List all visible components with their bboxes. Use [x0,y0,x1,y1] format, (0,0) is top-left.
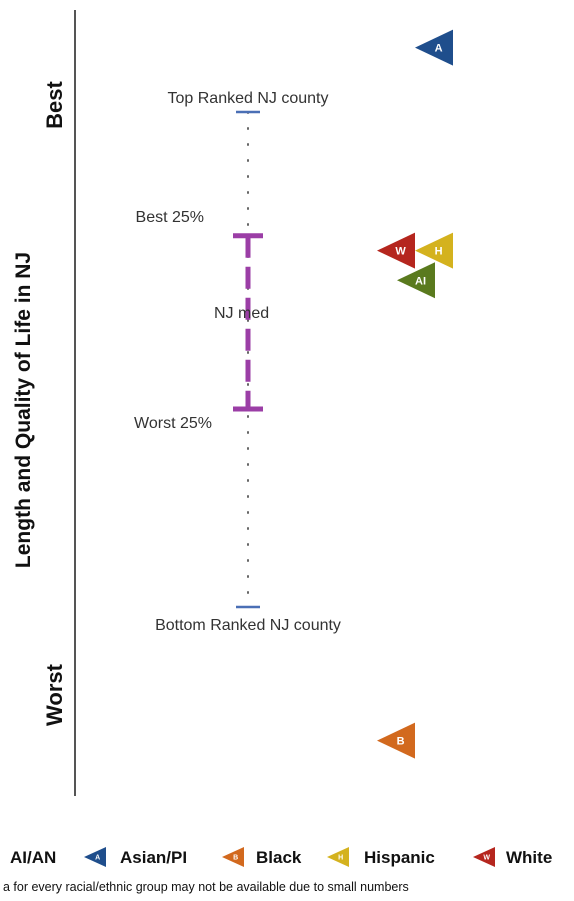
legend-hispanic-marker-shape [327,847,349,867]
median-label: NJ med [214,305,269,322]
marker-white-code: W [395,246,406,258]
best25-label: Best 25% [136,209,204,226]
legend-white: W White [473,847,552,867]
legend-asian-pi: A Asian/PI [84,847,187,867]
y-axis-label: Length and Quality of Life in NJ [12,252,35,568]
marker-asian-pi-shape [415,29,453,66]
marker-hispanic: H [415,232,453,269]
bottom-ranked-label: Bottom Ranked NJ county [155,617,341,634]
marker-ai-an: AI [397,262,435,299]
marker-ai-an-code: AI [415,275,426,287]
marker-asian-pi-code: A [435,43,443,55]
legend-white-marker-code: W [483,855,490,862]
legend-asian-pi-marker-shape [84,847,106,867]
worst25-label: Worst 25% [134,415,212,432]
marker-hispanic-code: H [435,246,443,258]
marker-black: B [377,722,415,759]
marker-white: W [377,232,415,269]
legend-ai-an: AI/AN [10,848,56,867]
legend-white-marker-shape [473,847,495,867]
legend-hispanic: H Hispanic [327,847,435,867]
reference-range [233,110,263,609]
marker-white-shape [377,232,415,269]
group-markers: AI A B H W [377,29,453,759]
legend-asian-pi-label: Asian/PI [120,848,187,867]
y-top-label: Best [42,80,67,128]
legend-black-label: Black [256,848,302,867]
marker-ai-an-shape [397,262,435,299]
legend-asian-pi-marker-code: A [95,855,100,862]
legend-ai-an-label: AI/AN [10,848,56,867]
legend-hispanic-marker: H [327,847,349,867]
legend-black-marker-shape [222,847,244,867]
legend-black: B Black [222,847,302,867]
top-ranked-label: Top Ranked NJ county [168,90,329,107]
marker-black-shape [377,722,415,759]
marker-black-code: B [397,736,405,748]
legend-hispanic-marker-code: H [338,855,343,862]
legend-black-marker: B [222,847,244,867]
legend: AI/AN A Asian/PI B Black H Hispanic W White [10,847,552,867]
legend-white-label: White [506,848,552,867]
legend-asian-pi-marker: A [84,847,106,867]
y-bottom-label: Worst [42,663,67,726]
legend-black-marker-code: B [233,855,238,862]
legend-white-marker: W [473,847,495,867]
marker-asian-pi: A [415,29,453,66]
footnote: a for every racial/ethnic group may not … [3,880,409,894]
marker-hispanic-shape [415,232,453,269]
legend-hispanic-label: Hispanic [364,848,435,867]
